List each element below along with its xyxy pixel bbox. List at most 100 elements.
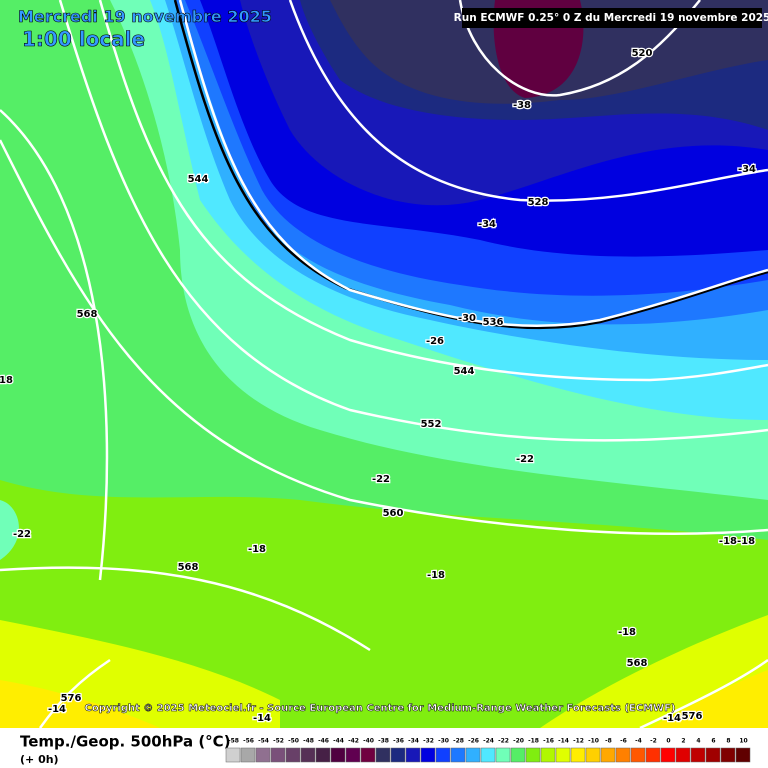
legend-label: -6	[620, 738, 627, 745]
legend-swatch	[240, 747, 256, 763]
contour-label: 568	[77, 309, 98, 320]
temp-zone	[650, 670, 768, 728]
contour-label: 568	[627, 658, 648, 669]
legend-swatch	[345, 747, 361, 763]
legend-swatch	[690, 747, 706, 763]
geopotential-line	[58, 0, 768, 442]
geopotential-line	[458, 0, 701, 97]
legend-swatch	[720, 747, 736, 763]
legend-label: 4	[696, 738, 700, 745]
legend-swatch	[375, 747, 391, 763]
contour-label: -34	[478, 219, 496, 230]
legend-label: -48	[303, 738, 314, 745]
legend-swatch	[420, 747, 436, 763]
legend-label: -28	[453, 738, 464, 745]
footer-title: Temp./Geop. 500hPa (°C)	[20, 733, 231, 751]
legend-swatch	[435, 747, 451, 763]
local-time: 1:00 locale	[22, 27, 145, 51]
footer-step: (+ 0h)	[20, 753, 59, 766]
contour-label: 544	[188, 174, 209, 185]
contour-label: -18	[248, 544, 266, 555]
legend-swatch	[480, 747, 496, 763]
legend-swatch	[390, 747, 406, 763]
legend-swatch	[705, 747, 721, 763]
legend-swatch	[495, 747, 511, 763]
legend-swatch	[315, 747, 331, 763]
contour-label: -18-18	[719, 536, 755, 547]
legend-label: -58	[228, 738, 239, 745]
legend-swatch	[585, 747, 601, 763]
contour-label: 528	[528, 197, 549, 208]
legend-swatch	[450, 747, 466, 763]
legend-label: 2	[681, 738, 685, 745]
contour-label: -14	[663, 713, 681, 724]
legend-label: -12	[573, 738, 584, 745]
legend-label: -16	[543, 738, 554, 745]
legend-swatch	[225, 747, 241, 763]
geopotential-line	[0, 566, 371, 652]
legend-label: -26	[468, 738, 479, 745]
legend-swatch	[630, 747, 646, 763]
temp-zone	[0, 680, 160, 728]
legend-label: -34	[408, 738, 419, 745]
contour-label: 560	[383, 508, 404, 519]
contour-label: -14	[253, 713, 271, 724]
contour-label: -18	[618, 627, 636, 638]
legend-swatch	[465, 747, 481, 763]
legend-swatch	[570, 747, 586, 763]
temp-zone	[0, 500, 19, 560]
legend-label: -46	[318, 738, 329, 745]
legend-label: 10	[739, 738, 747, 745]
legend-label: -4	[635, 738, 642, 745]
legend-swatch	[615, 747, 631, 763]
contour-label: 552	[421, 419, 442, 430]
run-info: Run ECMWF 0.25° 0 Z du Mercredi 19 novem…	[454, 12, 768, 24]
run-box	[462, 8, 762, 28]
legend-label: -40	[363, 738, 374, 745]
contour-label: -22	[516, 454, 534, 465]
legend-label: -18	[528, 738, 539, 745]
contour-label: -22	[13, 529, 31, 540]
legend-label: -8	[605, 738, 612, 745]
geopotential-line	[639, 658, 768, 730]
legend-swatch	[510, 747, 526, 763]
legend-label: 0	[666, 738, 670, 745]
legend-swatch	[285, 747, 301, 763]
contour-label: -18	[427, 570, 445, 581]
geopotential-line	[0, 109, 109, 581]
geopotential-line	[38, 658, 111, 729]
legend-label: -56	[243, 738, 254, 745]
copyright: Copyright © 2025 Meteociel.fr - Source E…	[85, 703, 676, 714]
legend-label: -24	[483, 738, 494, 745]
date: Mercredi 19 novembre 2025	[18, 7, 272, 26]
legend-label: -14	[558, 738, 569, 745]
contour-label: -14	[48, 704, 66, 715]
legend-label: -36	[393, 738, 404, 745]
legend-label: -20	[513, 738, 524, 745]
legend-swatch	[270, 747, 286, 763]
legend-swatch	[405, 747, 421, 763]
contour-label: 536	[483, 317, 504, 328]
contour-label: 576	[682, 711, 703, 722]
legend-swatch	[555, 747, 571, 763]
contour-label: -26	[426, 336, 444, 347]
legend-swatch	[645, 747, 661, 763]
legend-swatch	[600, 747, 616, 763]
legend-label: -10	[588, 738, 599, 745]
legend-label: -50	[288, 738, 299, 745]
legend-label: -32	[423, 738, 434, 745]
geopotential-line	[0, 139, 768, 535]
legend-label: -42	[348, 738, 359, 745]
geopotential-line	[98, 0, 768, 382]
legend-swatch	[540, 747, 556, 763]
geopotential-line	[178, 0, 768, 328]
legend-label: -38	[378, 738, 389, 745]
contour-label: -38	[513, 100, 531, 111]
legend-swatch	[735, 747, 751, 763]
legend-label: -30	[438, 738, 449, 745]
contour-label: 544	[454, 366, 475, 377]
legend-swatch	[525, 747, 541, 763]
geopotential-line	[288, 0, 768, 202]
contour-label: 568	[178, 562, 199, 573]
legend-swatch	[675, 747, 691, 763]
